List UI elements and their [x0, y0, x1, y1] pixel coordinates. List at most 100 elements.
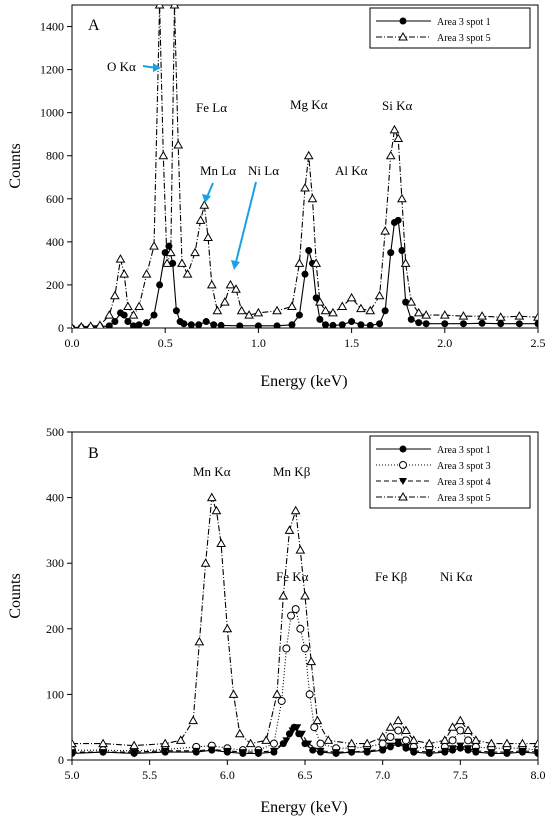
data-point-b-4 [194, 636, 205, 646]
data-point-a-2 [477, 311, 487, 320]
data-point-a-1 [497, 320, 505, 328]
data-point-b-4 [206, 492, 217, 502]
data-point-b-4 [385, 722, 396, 731]
legend-label-b-spot3: Area 3 spot 3 [437, 461, 491, 472]
data-point-b-2 [310, 723, 319, 732]
legend-label-a-spot5: Area 3 spot 5 [437, 33, 491, 44]
panel-label-b: B [88, 445, 99, 462]
data-point-b-3 [288, 727, 297, 735]
arrow-head-mn-la [202, 194, 211, 203]
data-point-a-2 [389, 124, 400, 134]
data-point-a-2 [533, 312, 538, 321]
legend-box-b [369, 435, 531, 509]
data-point-b-1 [309, 746, 317, 754]
data-point-a-2 [225, 279, 236, 289]
data-point-a-2 [173, 139, 184, 149]
data-point-b-3 [471, 747, 480, 755]
legend-marker-a-spot1 [399, 17, 407, 25]
data-point-a-1 [210, 321, 218, 328]
data-point-b-4 [261, 735, 272, 744]
data-point-a-2 [199, 200, 210, 209]
data-point-a-1 [143, 319, 151, 327]
data-point-b-4 [211, 505, 222, 515]
series-line-b-3 [72, 726, 538, 753]
data-point-b-4 [234, 728, 245, 738]
data-point-b-4 [312, 715, 323, 725]
data-point-a-2 [86, 321, 95, 328]
arrow-ni-la [235, 181, 257, 263]
data-point-a-2 [253, 307, 264, 317]
data-point-a-1 [180, 320, 188, 328]
data-point-b-2 [277, 696, 286, 705]
data-point-a-2 [95, 320, 105, 328]
data-point-b-2 [401, 736, 410, 745]
data-point-a-2 [77, 321, 85, 328]
data-point-b-3 [304, 740, 313, 748]
data-point-a-1 [172, 307, 180, 315]
data-point-a-1 [357, 321, 365, 328]
legend-marker-b-spot5 [398, 491, 408, 501]
data-point-b-3 [440, 747, 449, 755]
legend-marker-b-spot1 [399, 445, 407, 453]
annotation-ni-ka: Ni Kα [440, 569, 473, 584]
data-point-b-4 [200, 558, 211, 567]
data-point-b-4 [377, 732, 388, 741]
data-point-a-2 [169, 5, 180, 9]
data-point-a-1 [407, 315, 415, 323]
data-point-a-1 [273, 322, 281, 328]
data-point-b-4 [98, 738, 108, 748]
data-point-a-2 [119, 269, 130, 278]
data-point-a-1 [515, 320, 523, 328]
data-point-a-1 [236, 322, 244, 328]
data-point-a-2 [287, 301, 297, 310]
x-tick-label-b: 5.5 [142, 768, 157, 782]
y-tick-label-a: 600 [46, 192, 64, 206]
data-point-b-4 [486, 738, 497, 748]
data-point-a-2 [495, 312, 506, 321]
data-point-b-4 [272, 689, 282, 698]
data-point-a-1 [329, 321, 337, 328]
legend-label-a-spot1: Area 3 spot 1 [437, 17, 491, 28]
data-point-a-1 [288, 321, 296, 328]
data-point-b-3 [293, 724, 302, 732]
y-tick-label-a: 1200 [40, 63, 64, 77]
data-point-b-3 [409, 747, 418, 755]
data-point-b-4 [502, 738, 512, 748]
data-point-a-1 [195, 321, 203, 328]
x-tick-label-a: 2.5 [531, 336, 546, 350]
data-point-a-2 [337, 301, 348, 310]
data-point-b-4 [222, 623, 233, 633]
legend-label-b-spot1: Area 3 spot 1 [437, 445, 491, 456]
x-tick-label-a: 1.0 [251, 336, 266, 350]
arrow-mn-la [206, 182, 214, 198]
data-point-a-2 [203, 232, 213, 242]
data-point-a-1 [366, 321, 374, 328]
data-point-b-4 [455, 715, 466, 725]
data-point-b-4 [228, 689, 239, 698]
axis-ticks-b: 5.0 5.5 6.0 6.5 7.0 7.5 8.0 0 100 200 300 400 500 [46, 425, 546, 782]
data-point-a-2 [177, 258, 187, 267]
data-point-b-4 [463, 725, 473, 734]
data-point-a-1 [534, 320, 538, 328]
data-point-b-2 [305, 690, 314, 699]
data-point-a-1 [478, 319, 486, 327]
data-point-b-3 [223, 747, 232, 755]
data-point-a-2 [134, 301, 144, 310]
data-point-a-2 [393, 133, 404, 143]
plot-frame-a [71, 4, 539, 329]
y-tick-label-b: 400 [46, 491, 64, 505]
data-point-a-1 [305, 246, 313, 254]
y-axis-label-a: Counts [7, 143, 24, 188]
data-point-a-2 [272, 305, 282, 315]
data-point-a-1 [135, 321, 143, 328]
data-point-a-2 [413, 307, 424, 317]
data-point-a-2 [346, 292, 357, 302]
data-point-b-3 [425, 749, 434, 757]
data-point-b-3 [238, 749, 247, 757]
data-point-a-1 [187, 321, 195, 328]
y-tick-label-b: 200 [46, 622, 64, 636]
data-point-b-3 [394, 738, 403, 746]
annotation-o-ka: O Kα [107, 59, 136, 74]
